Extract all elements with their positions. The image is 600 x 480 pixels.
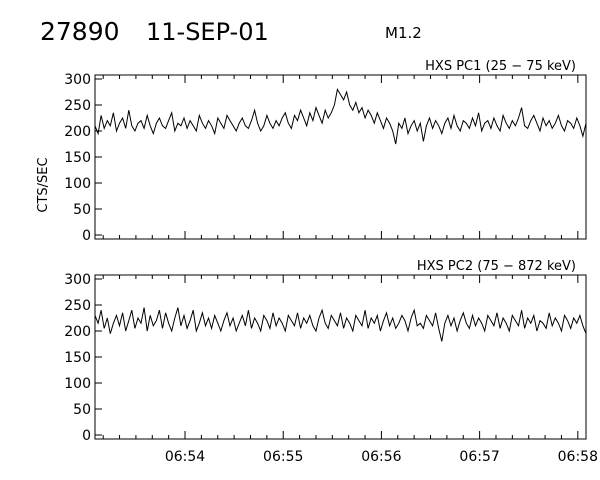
panel-bottom-x-axis: 06:54 06:55 06:56 06:57 06:58 bbox=[102, 275, 598, 465]
y-tick-label: 250 bbox=[64, 298, 91, 314]
y-tick-label: 100 bbox=[64, 176, 91, 192]
panel-top-series-line bbox=[94, 88, 587, 145]
y-tick-label: 0 bbox=[82, 428, 91, 444]
flare-class: M1.2 bbox=[385, 24, 422, 42]
panel-top: HXS PC1 (25 − 75 keV) CTS/SEC 0 50 100 150 2… bbox=[36, 59, 587, 244]
y-tick-label: 0 bbox=[82, 228, 91, 244]
panel-bottom-title: HXS PC2 (75 − 872 keV) bbox=[417, 259, 576, 274]
y-tick-label: 50 bbox=[73, 202, 91, 218]
y-tick-label: 300 bbox=[64, 72, 91, 88]
y-tick-label: 150 bbox=[64, 150, 91, 166]
event-id: 27890 bbox=[40, 17, 120, 46]
x-tick-label: 06:56 bbox=[361, 449, 401, 465]
panel-top-y-axis: 0 50 100 150 200 250 300 bbox=[64, 72, 102, 244]
panel-top-ylabel: CTS/SEC bbox=[36, 157, 51, 212]
x-tick-label: 06:54 bbox=[165, 449, 205, 465]
panel-top-x-axis bbox=[102, 75, 579, 239]
panel-top-title: HXS PC1 (25 − 75 keV) bbox=[425, 59, 576, 74]
y-tick-label: 200 bbox=[64, 124, 91, 140]
y-tick-label: 100 bbox=[64, 376, 91, 392]
x-tick-label: 06:57 bbox=[459, 449, 499, 465]
panel-bottom-series-line bbox=[94, 307, 587, 342]
y-tick-label: 300 bbox=[64, 272, 91, 288]
y-tick-label: 150 bbox=[64, 350, 91, 366]
panel-bottom: HXS PC2 (75 − 872 keV) 0 50 100 150 200 250 30… bbox=[64, 259, 598, 465]
y-tick-label: 50 bbox=[73, 402, 91, 418]
y-tick-label: 250 bbox=[64, 98, 91, 114]
panel-bottom-y-axis: 0 50 100 150 200 250 300 bbox=[64, 272, 102, 444]
x-tick-label: 06:55 bbox=[263, 449, 303, 465]
panel-top-frame bbox=[94, 74, 587, 240]
panel-bottom-frame bbox=[94, 274, 587, 440]
y-tick-label: 200 bbox=[64, 324, 91, 340]
event-date: 11-SEP-01 bbox=[146, 18, 269, 46]
x-tick-label: 06:58 bbox=[558, 449, 598, 465]
